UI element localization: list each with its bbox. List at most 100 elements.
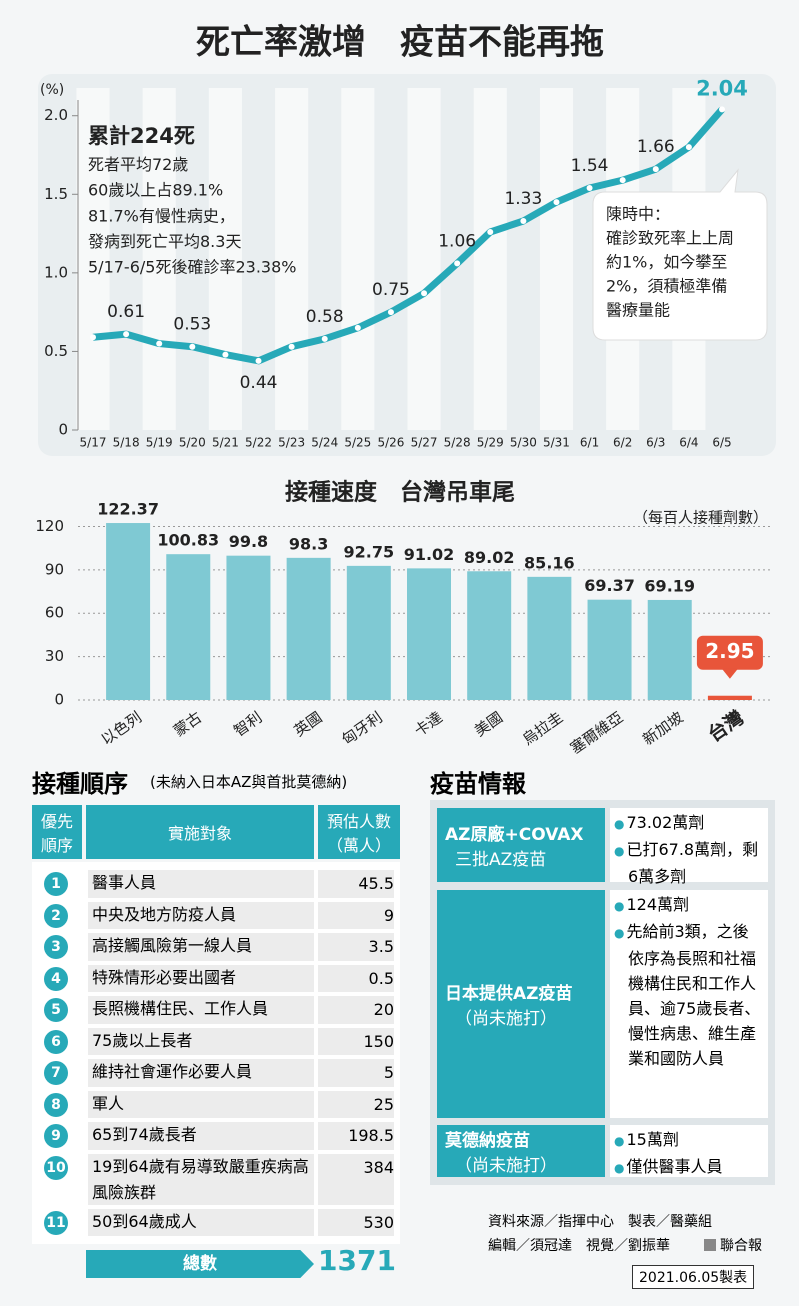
bar-chart-subtitle: （每百人接種劑數） — [633, 509, 768, 527]
target-cell: 長照機構住民、工作人員 — [88, 996, 314, 1024]
x-tick-label: 台灣 — [704, 706, 748, 747]
y-tick-label: 0 — [58, 421, 68, 439]
header-line: （萬人） — [326, 836, 391, 855]
x-tick-label: 英國 — [291, 708, 326, 740]
x-tick-label: 烏拉圭 — [519, 708, 566, 749]
x-tick-label: 5/19 — [146, 436, 173, 450]
count-cell: 25 — [318, 1090, 394, 1118]
count-cell: 5 — [318, 1059, 394, 1087]
publisher: 聯合報 — [720, 1238, 762, 1254]
item: 先給前3類，之後依序為長照和社福機構住民和工作人員、逾75歲長者、慢性病患、維生… — [626, 919, 764, 1071]
data-point — [288, 343, 295, 350]
target-cell: 高接觸風險第一線人員 — [88, 933, 314, 961]
bar — [647, 599, 692, 700]
table-header: 預估人數 （萬人） — [318, 805, 400, 859]
data-point — [454, 260, 461, 267]
target-cell: 維持社會運作必要人員 — [88, 1059, 314, 1087]
value-label-box — [696, 635, 763, 670]
target-cell: 65到74歲長者 — [88, 1122, 314, 1150]
item: 124萬劑 — [626, 892, 764, 919]
rank-badge: 5 — [44, 998, 68, 1022]
section-note: (未納入日本AZ與首批莫德納) — [150, 773, 348, 791]
note-line: 累計224死 — [88, 124, 195, 148]
vaccine-items: 73.02萬劑已打67.8萬劑，剩6萬多劑 — [610, 808, 768, 886]
x-tick-label: 6/4 — [679, 436, 698, 450]
x-tick-label: 5/25 — [344, 436, 371, 450]
x-tick-label: 5/22 — [245, 436, 272, 450]
value-label: 0.75 — [372, 280, 410, 300]
x-tick-label: 5/21 — [212, 436, 239, 450]
value-label: 1.66 — [637, 137, 675, 157]
table-header: 實施對象 — [86, 805, 314, 859]
rank-badge: 10 — [44, 1155, 68, 1180]
credit-line: 資料來源／指揮中心 製表／醫藥組 — [488, 1214, 712, 1230]
column-stripe — [341, 88, 375, 430]
name-line: AZ原廠+COVAX — [445, 825, 584, 845]
name-line: 三批AZ疫苗 — [455, 850, 547, 870]
item: 已打67.8萬劑，剩6萬多劑 — [626, 837, 764, 889]
vaccine-name: 日本提供AZ疫苗 （尚未施打） — [437, 890, 605, 1118]
y-tick-label: 1.0 — [44, 263, 68, 281]
target-cell: 特殊情形必要出國者 — [88, 964, 314, 992]
data-point — [123, 331, 130, 338]
value-label: 122.37 — [97, 500, 159, 519]
target-cell: 中央及地方防疫人員 — [88, 901, 314, 929]
y-axis-label: (%) — [40, 82, 64, 98]
count-cell: 3.5 — [318, 933, 394, 961]
x-tick-label: 5/23 — [278, 436, 305, 450]
header-line: 預估人數 — [326, 812, 391, 831]
y-tick-label: 2.0 — [44, 106, 68, 124]
callout-line: 約1%，如今攀至 — [606, 253, 727, 272]
value-label: 1.54 — [571, 156, 609, 176]
vaccine-name: AZ原廠+COVAX 三批AZ疫苗 — [437, 808, 605, 882]
section-title: 接種順序 — [32, 770, 128, 798]
y-tick-label: 0 — [54, 691, 64, 709]
y-tick-label: 90 — [45, 560, 64, 578]
note-line: 81.7%有慢性病史， — [88, 206, 235, 225]
x-tick-label: 智利 — [230, 708, 265, 740]
vaccine-name: 莫德納疫苗 （尚未施打） — [437, 1125, 605, 1177]
bar-chart-title: 接種速度 台灣吊車尾 — [285, 479, 515, 506]
column-stripe — [208, 88, 242, 430]
vaccine-items: 124萬劑先給前3類，之後依序為長照和社福機構住民和工作人員、逾75歲長者、慢性… — [610, 890, 768, 1118]
rank-badge: 8 — [44, 1092, 68, 1117]
rank-badge: 9 — [44, 1124, 68, 1148]
rank-badge: 6 — [44, 1029, 68, 1054]
value-label: 0.58 — [306, 307, 344, 327]
section-title: 疫苗情報 — [430, 770, 526, 798]
x-tick-label: 5/26 — [377, 436, 404, 450]
count-cell: 150 — [318, 1027, 394, 1055]
rank-badge: 1 — [44, 872, 68, 896]
x-tick-label: 5/18 — [113, 436, 140, 450]
data-point — [719, 106, 725, 113]
count-cell: 45.5 — [318, 870, 394, 898]
count-cell: 0.5 — [318, 964, 394, 992]
column-stripe — [407, 88, 441, 430]
rank-badge: 7 — [44, 1061, 68, 1085]
x-tick-label: 匈牙利 — [338, 708, 385, 749]
value-label: 2.04 — [696, 76, 748, 100]
data-point — [520, 218, 527, 224]
count-cell: 530 — [318, 1208, 394, 1236]
bar — [346, 565, 391, 700]
x-tick-label: 5/24 — [311, 436, 338, 450]
column-stripe — [539, 88, 574, 430]
item: 15萬劑 — [626, 1127, 764, 1154]
x-tick-label: 5/20 — [179, 436, 206, 450]
x-tick-label: 5/28 — [444, 436, 471, 450]
y-tick-label: 60 — [45, 604, 64, 622]
data-point — [321, 335, 328, 342]
callout-line: 陳時中： — [606, 205, 670, 224]
column-stripe — [473, 88, 507, 430]
callout-line: 醫療量能 — [606, 301, 670, 320]
data-line — [92, 107, 725, 365]
target-cell: 軍人 — [88, 1090, 314, 1118]
x-tick-label: 5/27 — [411, 436, 438, 450]
bar — [587, 599, 632, 700]
x-tick-label: 卡達 — [411, 708, 446, 740]
data-point — [586, 185, 593, 191]
x-tick-label: 6/1 — [580, 436, 599, 450]
x-tick-label: 5/17 — [80, 436, 107, 450]
header-line: 順序 — [40, 836, 73, 855]
total-bar: 總數 — [86, 1250, 314, 1278]
